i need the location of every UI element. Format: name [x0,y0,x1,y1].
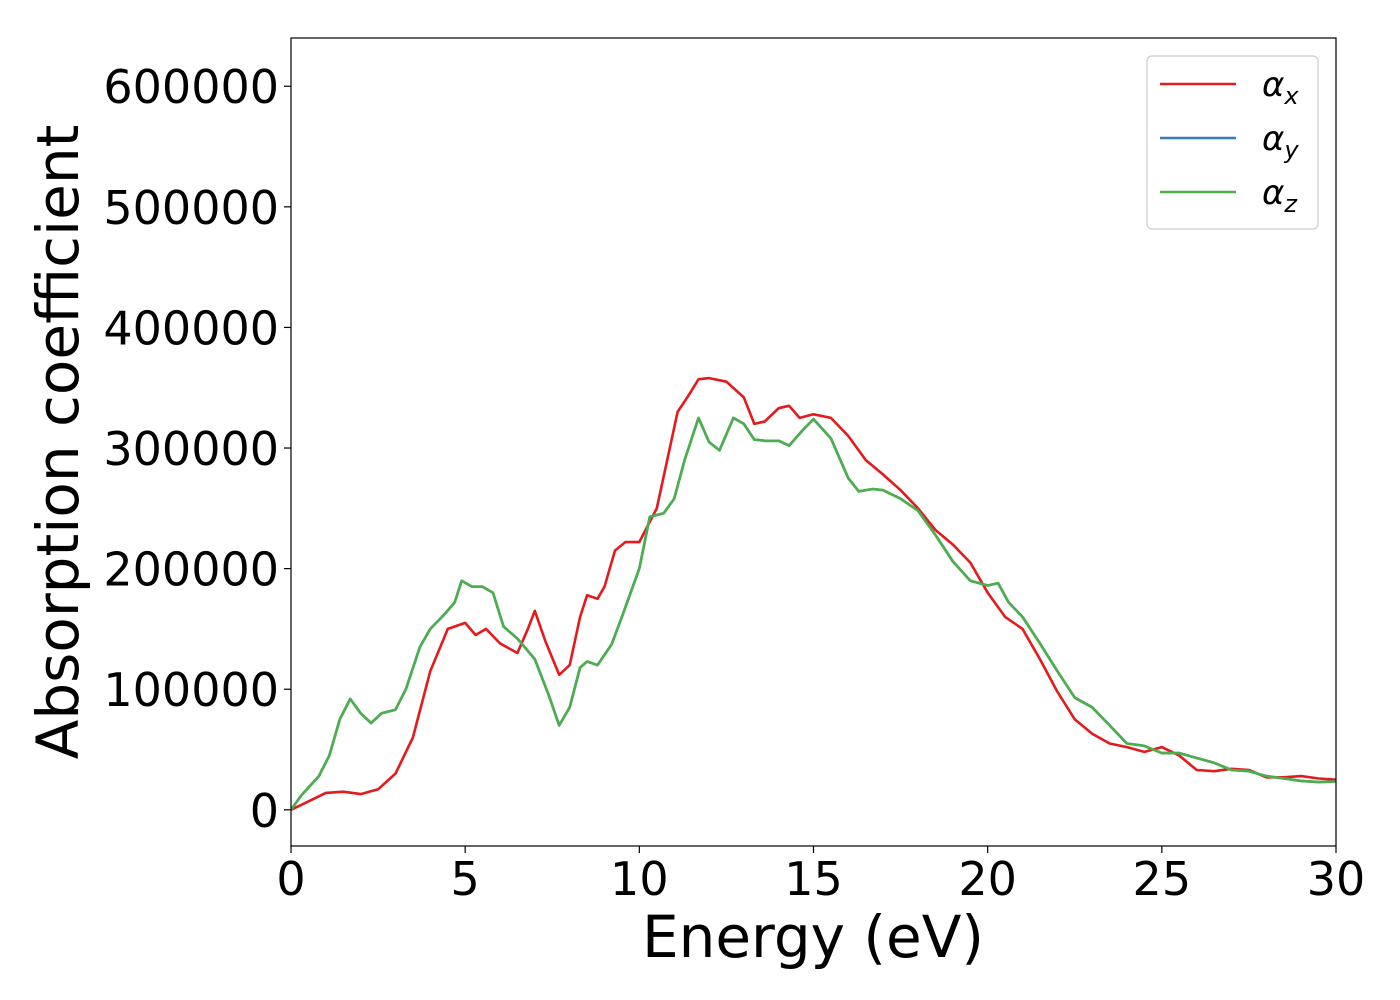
x-tick-label: 10 [610,852,669,906]
plot-lines [291,376,1336,812]
x-tick-label: 5 [451,852,480,906]
y-axis-ticks: 0 100000 200000 300000 400000 500000 600000 [103,60,291,838]
series-line-x [291,376,1336,812]
x-tick-label: 20 [958,852,1017,906]
legend-box [1146,55,1319,230]
y-tick-label: 0 [250,784,279,838]
y-tick-label: 300000 [103,422,279,476]
y-tick-label: 400000 [103,301,279,355]
x-axis-title: Energy (eV) [642,903,984,971]
y-tick-label: 200000 [103,543,279,597]
x-tick-label: 0 [276,852,305,906]
x-axis-ticks: 0 5 10 15 20 25 30 [276,846,1365,906]
y-tick-label: 600000 [103,60,279,114]
series-line-z [291,416,1336,812]
y-tick-label: 100000 [103,663,279,717]
y-tick-label: 500000 [103,181,279,235]
x-tick-label: 15 [784,852,843,906]
y-axis-title: Absorption coefficient [24,125,92,760]
x-tick-label: 25 [1133,852,1192,906]
x-tick-label: 30 [1307,852,1366,906]
